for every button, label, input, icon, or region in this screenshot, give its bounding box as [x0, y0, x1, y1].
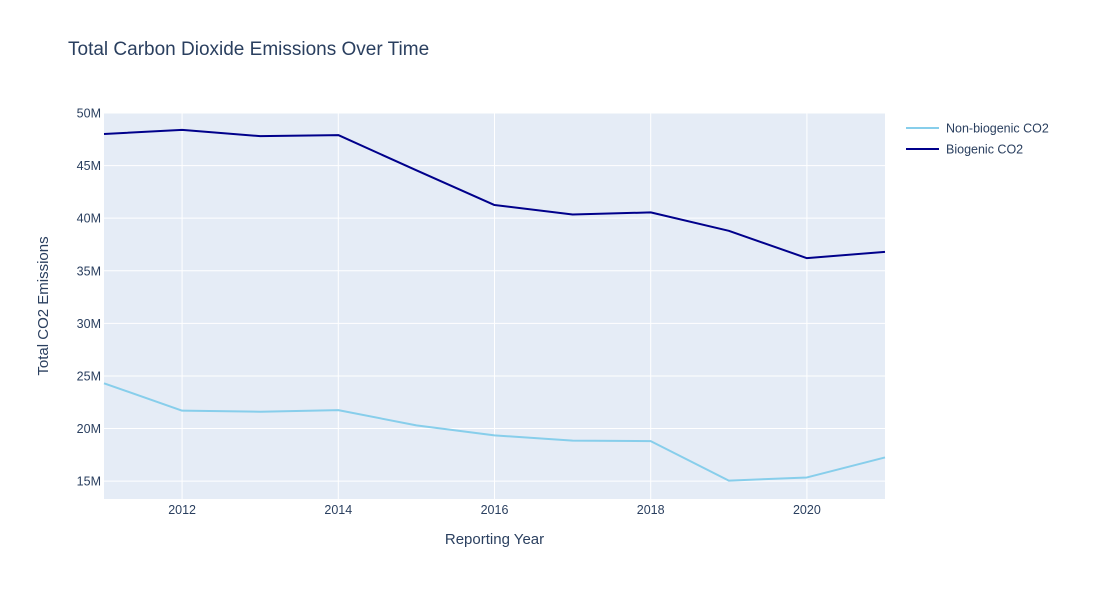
- x-tick-label: 2018: [637, 503, 665, 517]
- y-tick-label: 40M: [77, 212, 101, 226]
- chart-title: Total Carbon Dioxide Emissions Over Time: [68, 39, 429, 60]
- x-axis-ticks: 2012 2014 2016 2018 2020: [168, 503, 821, 517]
- y-tick-label: 25M: [77, 369, 101, 383]
- x-axis-title: Reporting Year: [445, 531, 544, 548]
- y-axis-ticks: 15M 20M 25M 30M 35M 40M 45M 50M: [77, 107, 101, 489]
- x-tick-label: 2012: [168, 503, 196, 517]
- y-tick-label: 30M: [77, 317, 101, 331]
- x-tick-label: 2014: [324, 503, 352, 517]
- y-tick-label: 45M: [77, 159, 101, 173]
- series-line-1: [103, 382, 886, 482]
- y-axis-title: Total CO2 Emissions: [35, 236, 52, 375]
- y-tick-label: 50M: [77, 107, 101, 121]
- legend-label: Non-biogenic CO2: [946, 122, 1049, 136]
- x-tick-label: 2016: [481, 503, 509, 517]
- legend-item[interactable]: Non-biogenic CO2: [906, 122, 1049, 136]
- series-lines: [103, 128, 886, 482]
- y-tick-label: 15M: [77, 475, 101, 489]
- y-tick-label: 35M: [77, 264, 101, 278]
- x-tick-label: 2020: [793, 503, 821, 517]
- series-line-2: [103, 128, 886, 260]
- y-tick-label: 20M: [77, 422, 101, 436]
- legend[interactable]: Non-biogenic CO2 Biogenic CO2: [906, 122, 1049, 157]
- legend-item[interactable]: Biogenic CO2: [906, 143, 1023, 157]
- legend-label: Biogenic CO2: [946, 143, 1023, 157]
